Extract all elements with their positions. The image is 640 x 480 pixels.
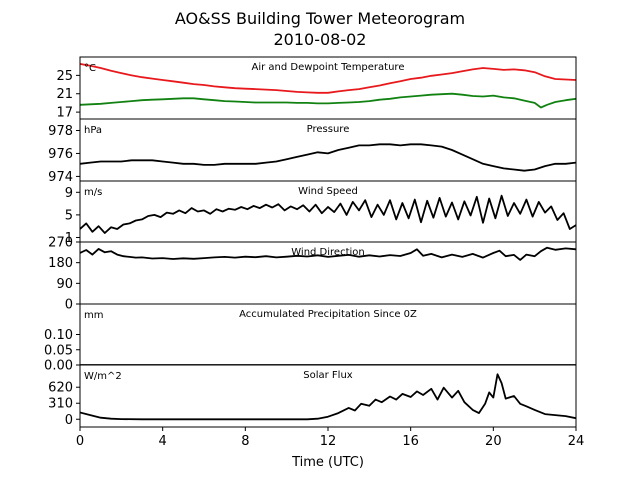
panel-title: Solar Flux	[303, 370, 353, 381]
panel-4: 0.000.050.10 mm Accumulated Precipitation …	[44, 303, 577, 374]
x-tick-label: 20	[485, 434, 502, 449]
y-tick-label: 0.10	[44, 328, 73, 343]
y-tick-label: 270	[48, 236, 73, 251]
y-tick-label: 17	[56, 106, 73, 121]
panel-unit: °C	[84, 63, 96, 74]
y-tick-label: 0.00	[44, 359, 73, 374]
panel-unit: hPa	[84, 125, 102, 136]
y-tick-label: 974	[48, 170, 73, 185]
series-line-3-0	[80, 246, 576, 261]
panel-3: 0 90 180 270 Wind Direction	[48, 236, 577, 313]
y-tick-label: 180	[48, 256, 73, 271]
y-tick-label: 9	[65, 186, 73, 201]
series-line-0-1	[80, 92, 576, 109]
y-tick-label: 976	[48, 147, 73, 162]
y-tick-label: 620	[48, 381, 73, 396]
x-tick-label: 16	[402, 434, 419, 449]
panel-title: Accumulated Precipitation Since 0Z	[239, 309, 417, 320]
x-axis-label: Time (UTC)	[291, 455, 364, 470]
x-tick-label: 24	[568, 434, 585, 449]
x-tick-label: 8	[241, 434, 249, 449]
y-tick-label: 0.05	[44, 343, 73, 358]
panel-1: 974 976 978 hPa Pressure	[48, 118, 577, 185]
panel-0: 17 21 25 °C Air and Dewpoint Temperature	[56, 56, 577, 121]
y-tick-label: 0	[65, 298, 73, 313]
y-tick-label: 21	[56, 87, 73, 102]
y-tick-label: 978	[48, 124, 73, 139]
panel-2: 1 5 9 m/s Wind Speed	[65, 180, 577, 246]
panel-title: Wind Speed	[298, 186, 358, 197]
y-tick-label: 1	[65, 231, 73, 246]
panel-title: Wind Direction	[291, 247, 365, 258]
y-tick-label: 25	[56, 69, 73, 84]
chart-subtitle: 2010-08-02	[274, 30, 367, 49]
panel-unit: m/s	[84, 187, 102, 198]
series-line-1-0	[80, 143, 576, 172]
panel-title: Air and Dewpoint Temperature	[252, 62, 405, 73]
series-line-5-0	[80, 373, 576, 421]
panel-unit: W/m^2	[84, 371, 122, 382]
chart-title: AO&SS Building Tower Meteorogram	[175, 9, 465, 28]
y-tick-label: 0	[65, 413, 73, 428]
x-axis: 0 4 8 12 16 20 24	[76, 427, 584, 449]
y-tick-label: 5	[65, 208, 73, 223]
series-line-0-0	[80, 63, 576, 94]
panel-title: Pressure	[307, 124, 350, 135]
y-tick-label: 310	[48, 397, 73, 412]
x-tick-label: 0	[76, 434, 84, 449]
x-tick-label: 12	[320, 434, 337, 449]
panel-unit: mm	[84, 310, 103, 321]
x-tick-label: 4	[159, 434, 167, 449]
series-line-2-0	[80, 194, 576, 234]
y-tick-label: 90	[56, 277, 73, 292]
